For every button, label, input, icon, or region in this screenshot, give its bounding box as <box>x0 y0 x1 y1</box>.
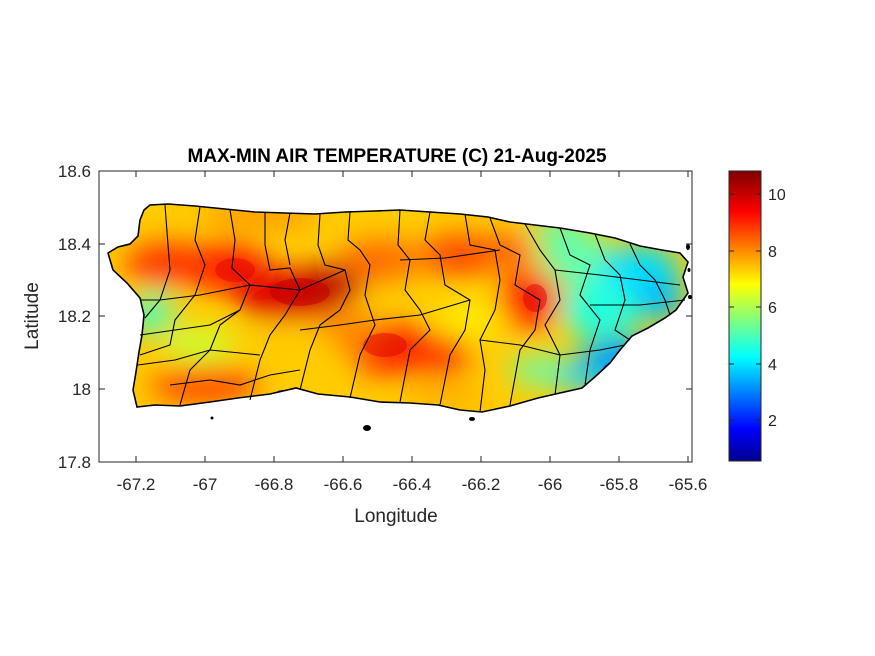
colorbar-tick-label: 8 <box>768 244 777 261</box>
y-tick-marks <box>99 170 692 463</box>
y-tick-label: 18.6 <box>58 162 91 181</box>
x-tick-label: -67.2 <box>117 475 156 494</box>
islets <box>210 244 692 431</box>
x-tick-marks <box>135 171 689 462</box>
colorbar-tick-labels: 10 8 6 4 2 <box>768 187 786 430</box>
x-tick-label: -67 <box>193 475 218 494</box>
colorbar-tick-label: 6 <box>768 300 777 317</box>
x-tick-label: -66 <box>538 475 563 494</box>
y-axis-label: Latitude <box>22 282 43 350</box>
x-tick-label: -66.4 <box>393 475 432 494</box>
x-tick-label: -66.8 <box>255 475 294 494</box>
x-tick-label: -66.6 <box>324 475 363 494</box>
y-tick-labels: 18.6 18.4 18.2 18 17.8 <box>58 162 91 472</box>
map-title: MAX-MIN AIR TEMPERATURE (C) 21-Aug-2025 <box>187 146 607 167</box>
x-tick-labels: -67.2 -67 -66.8 -66.6 -66.4 -66.2 -66 -6… <box>117 475 708 494</box>
y-tick-label: 17.8 <box>58 453 91 472</box>
x-tick-label: -65.8 <box>600 475 639 494</box>
colorbar-tick-label: 2 <box>768 413 777 430</box>
x-axis-label: Longitude <box>354 506 437 527</box>
colorbar-tick-marks <box>729 193 761 421</box>
colorbar-tick-label: 10 <box>768 187 786 204</box>
x-tick-label: -66.2 <box>462 475 501 494</box>
colorbar <box>728 170 762 462</box>
municipality-borders <box>137 204 686 413</box>
y-tick-label: 18 <box>72 380 91 399</box>
x-tick-label: -65.6 <box>669 475 708 494</box>
colorbar-tick-label: 4 <box>768 357 777 374</box>
y-tick-label: 18.4 <box>58 235 91 254</box>
y-tick-label: 18.2 <box>58 307 91 326</box>
